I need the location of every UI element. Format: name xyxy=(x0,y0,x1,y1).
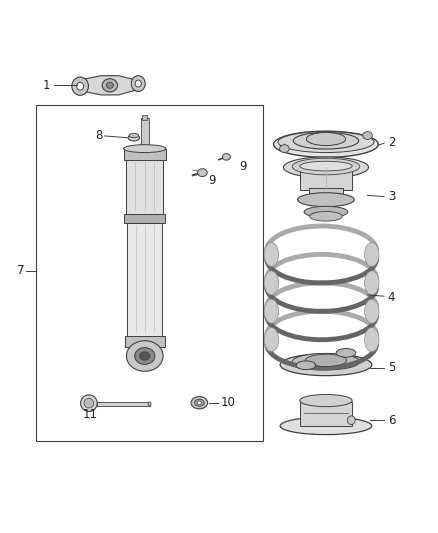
Bar xyxy=(126,159,163,214)
Ellipse shape xyxy=(131,76,145,92)
Ellipse shape xyxy=(293,133,359,149)
Ellipse shape xyxy=(283,157,368,178)
Ellipse shape xyxy=(264,271,279,295)
Ellipse shape xyxy=(197,401,201,405)
Ellipse shape xyxy=(305,354,347,367)
Bar xyxy=(300,166,352,190)
Ellipse shape xyxy=(364,271,379,295)
Ellipse shape xyxy=(292,353,360,370)
Bar xyxy=(141,118,149,149)
Polygon shape xyxy=(79,76,141,95)
Ellipse shape xyxy=(135,80,141,87)
Ellipse shape xyxy=(223,154,230,160)
Ellipse shape xyxy=(306,133,346,146)
Ellipse shape xyxy=(300,161,352,171)
Ellipse shape xyxy=(296,361,316,369)
Ellipse shape xyxy=(264,299,279,323)
Ellipse shape xyxy=(129,133,139,138)
Ellipse shape xyxy=(336,349,356,357)
Text: 6: 6 xyxy=(388,414,395,427)
Ellipse shape xyxy=(363,132,372,140)
Bar xyxy=(125,336,165,348)
Ellipse shape xyxy=(364,328,379,352)
Ellipse shape xyxy=(304,206,348,217)
Ellipse shape xyxy=(106,82,113,88)
Text: 1: 1 xyxy=(43,79,50,92)
Bar xyxy=(124,214,165,223)
Ellipse shape xyxy=(140,352,150,360)
Ellipse shape xyxy=(191,397,208,409)
Ellipse shape xyxy=(279,144,289,152)
Ellipse shape xyxy=(274,131,378,157)
Ellipse shape xyxy=(280,417,372,434)
Bar xyxy=(142,115,147,120)
Bar xyxy=(35,105,263,441)
Text: 7: 7 xyxy=(17,264,24,277)
Bar xyxy=(308,188,343,201)
Ellipse shape xyxy=(297,193,354,207)
FancyBboxPatch shape xyxy=(124,149,166,159)
Ellipse shape xyxy=(264,243,279,266)
Text: 8: 8 xyxy=(95,129,102,142)
Ellipse shape xyxy=(128,134,140,141)
Text: 2: 2 xyxy=(388,135,395,149)
Ellipse shape xyxy=(198,169,207,176)
Text: 11: 11 xyxy=(83,408,98,421)
Bar xyxy=(127,223,162,336)
Ellipse shape xyxy=(84,398,94,408)
Text: 3: 3 xyxy=(388,190,395,203)
Bar xyxy=(97,402,150,406)
Ellipse shape xyxy=(124,144,166,152)
Bar xyxy=(300,402,352,426)
Ellipse shape xyxy=(77,82,84,90)
Ellipse shape xyxy=(81,395,97,411)
Ellipse shape xyxy=(148,402,151,406)
Ellipse shape xyxy=(72,77,88,95)
Ellipse shape xyxy=(127,341,163,372)
Text: 9: 9 xyxy=(208,174,216,188)
Ellipse shape xyxy=(278,132,374,152)
Ellipse shape xyxy=(364,243,379,266)
Text: 9: 9 xyxy=(240,159,247,173)
Ellipse shape xyxy=(280,354,372,376)
Text: 5: 5 xyxy=(388,361,395,374)
Ellipse shape xyxy=(300,394,352,407)
Ellipse shape xyxy=(310,212,343,221)
Ellipse shape xyxy=(135,348,155,365)
Ellipse shape xyxy=(292,158,360,175)
Ellipse shape xyxy=(364,299,379,323)
Ellipse shape xyxy=(102,79,117,92)
Ellipse shape xyxy=(264,328,279,352)
Ellipse shape xyxy=(194,399,204,406)
Text: 10: 10 xyxy=(220,396,235,409)
Text: 4: 4 xyxy=(388,290,395,304)
Ellipse shape xyxy=(347,416,355,425)
